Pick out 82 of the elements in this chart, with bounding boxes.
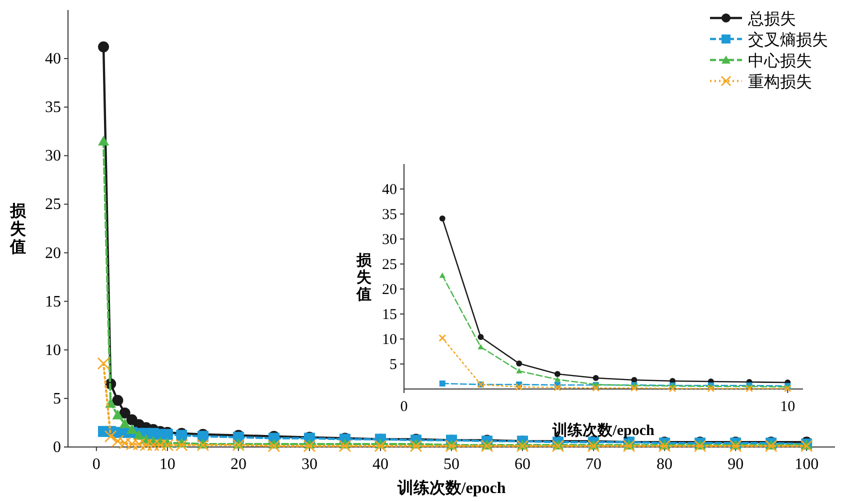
point [516,360,522,366]
y-tick-label: 0 [53,439,61,456]
x-tick-label: 60 [514,456,531,473]
point [554,371,560,377]
point [196,438,210,452]
x-tick-label: 20 [230,456,246,473]
legend-label: 交叉熵损失 [748,30,828,49]
x-tick-label: 10 [159,456,176,473]
point [554,376,560,382]
x-tick-label: 90 [728,456,744,473]
y-axis-title: 损失值 [356,252,372,303]
y-axis-title: 损失值 [9,202,27,256]
y-tick-label: 40 [382,182,397,198]
y-tick-label: 15 [45,293,61,310]
y-tick-label: 25 [45,196,61,214]
point [668,384,676,392]
point [478,334,484,340]
point [658,440,671,452]
point [729,440,742,452]
y-tick-label: 10 [382,332,397,348]
y-tick-label: 30 [382,232,397,248]
point [338,440,352,452]
y-tick-label: 35 [45,99,61,116]
y-tick-label: 5 [53,390,61,408]
point [112,409,124,420]
point [98,136,110,146]
point [694,440,706,452]
point [119,418,130,428]
point [439,216,446,222]
point [445,440,458,452]
y-tick-label: 20 [382,282,397,298]
x-tick-label: 0 [92,456,100,473]
point [592,375,599,381]
point [552,440,564,452]
legend-label: 总损失 [747,9,796,28]
point [707,384,715,392]
point [784,384,792,392]
point [112,434,124,448]
x-tick-label: 80 [656,456,673,473]
point [98,41,110,52]
point [554,384,562,392]
point [800,440,813,452]
point [126,424,138,434]
point [764,440,778,452]
point [268,440,280,452]
point [516,440,529,452]
point [232,438,245,452]
point [439,272,446,278]
point [112,394,124,406]
x-tick-label: 70 [586,456,602,473]
y-tick-label: 10 [45,342,61,359]
y-tick-label: 25 [382,257,397,273]
x-tick-label: 30 [301,456,318,473]
y-tick-label: 30 [45,148,61,165]
point [592,384,600,392]
point [622,440,636,452]
legend-label: 重构损失 [748,72,812,91]
point [515,383,523,391]
point [516,368,522,374]
x-axis-title: 训练次数/epoch [552,422,655,439]
point [438,334,446,342]
point [97,357,110,370]
x-tick-label: 50 [444,456,460,473]
point [303,440,316,452]
point [374,440,387,452]
point [746,384,753,392]
y-tick-label: 20 [45,244,61,262]
x-axis-title: 训练次数/epoch [396,479,506,497]
point [119,408,130,419]
point [587,440,600,452]
x-tick-label: 100 [794,456,819,473]
y-tick-label: 5 [390,357,397,373]
point [480,440,494,452]
y-tick-label: 40 [45,50,61,68]
legend-label: 中心损失 [748,51,812,70]
point [104,430,117,443]
point [410,440,422,452]
point [439,380,446,386]
y-tick-label: 15 [382,307,397,323]
point [630,384,638,392]
point [478,344,484,350]
y-tick-label: 35 [382,207,397,223]
